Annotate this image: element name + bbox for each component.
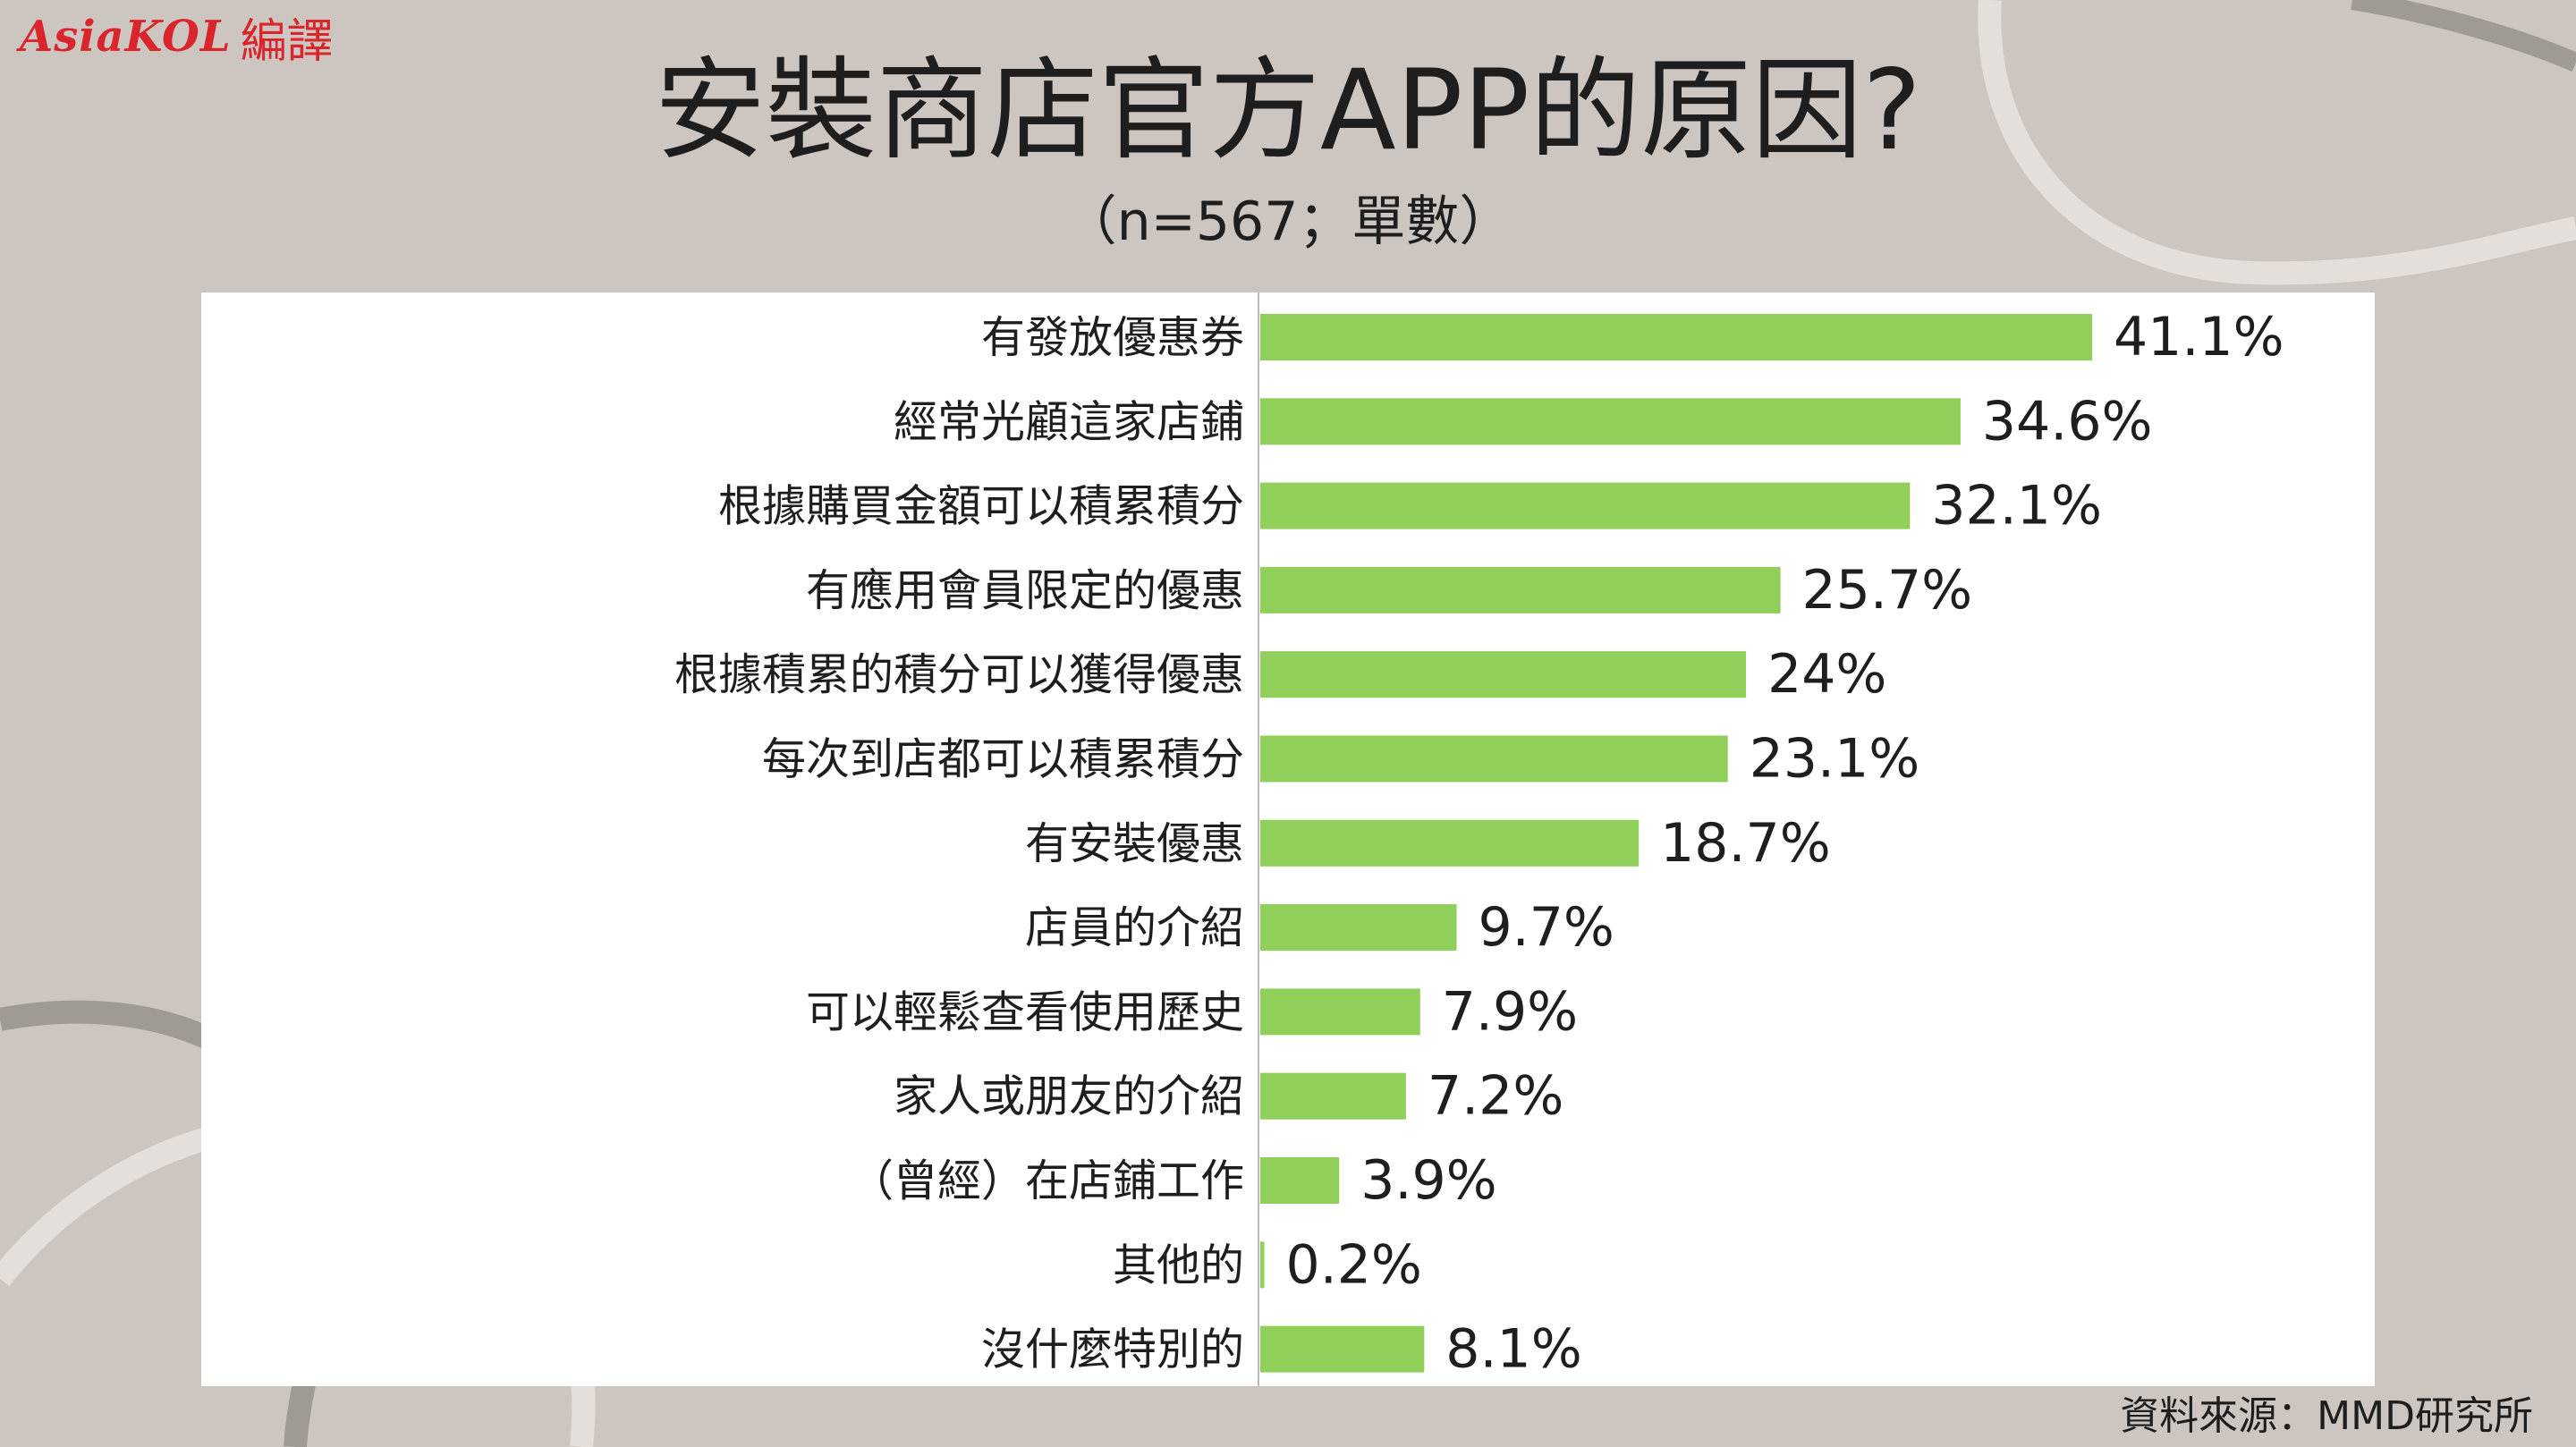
category-label: 家人或朋友的介紹	[894, 1071, 1244, 1122]
category-label: 有應用會員限定的優惠	[806, 565, 1244, 616]
value-label: 32.1%	[1931, 475, 2102, 537]
category-label: 其他的	[1113, 1240, 1244, 1290]
category-label: 根據購買金額可以積累積分	[718, 481, 1244, 532]
value-label: 0.2%	[1286, 1233, 1422, 1296]
bar	[1260, 314, 2092, 360]
category-label: 經常光顧這家店鋪	[894, 396, 1244, 447]
bar	[1260, 1325, 1425, 1373]
value-label: 7.9%	[1442, 980, 1578, 1043]
value-label: 8.1%	[1445, 1318, 1581, 1381]
bar	[1260, 904, 1457, 952]
category-label: 每次到店都可以積累積分	[762, 734, 1244, 785]
value-label: 41.1%	[2114, 306, 2284, 368]
bar	[1260, 1157, 1340, 1204]
value-label: 18.7%	[1660, 812, 1831, 875]
bar	[1260, 988, 1420, 1036]
category-label: 店員的介紹	[1025, 902, 1244, 953]
logo-latin-text: AsiaKOL	[20, 12, 232, 62]
category-label: 可以輕鬆查看使用歷史	[806, 986, 1244, 1037]
bar	[1260, 482, 1911, 529]
category-label: 有安裝優惠	[1025, 818, 1244, 869]
bar	[1260, 735, 1728, 783]
chart-panel: 有發放優惠券 41.1% 經常光顧這家店鋪 34.6% 根據購買金額可以積累積分 32.1…	[201, 292, 2375, 1386]
value-label: 34.6%	[1982, 390, 2153, 453]
asiakol-logo: AsiaKOL 編譯	[20, 5, 334, 69]
source-note: 資料來源：MMD研究所	[2120, 1393, 2533, 1439]
bar	[1260, 566, 1781, 613]
category-label: 有發放優惠券	[981, 312, 1244, 363]
value-label: 3.9%	[1360, 1149, 1496, 1212]
deco-arc-top-right	[1978, 0, 2576, 285]
value-label: 7.2%	[1428, 1065, 1563, 1128]
logo-cjk-text: 編譯	[240, 14, 334, 69]
bar	[1260, 651, 1747, 698]
bar	[1260, 1241, 1265, 1289]
value-label: 25.7%	[1802, 559, 1973, 622]
category-label: 沒什麼特別的	[981, 1324, 1244, 1375]
category-label: （曾經）在店鋪工作	[850, 1155, 1244, 1206]
chart-title: 安裝商店官方APP的原因?	[654, 47, 1922, 175]
chart-subtitle: （n=567；單數）	[1063, 190, 1513, 253]
bar-chart: 有發放優惠券 41.1% 經常光顧這家店鋪 34.6% 根據購買金額可以積累積分 32.1…	[674, 292, 2284, 1386]
deco-arc-top-right-2	[2351, 0, 2576, 72]
value-label: 9.7%	[1478, 896, 1614, 959]
bar	[1260, 1072, 1406, 1120]
value-label: 23.1%	[1750, 728, 1920, 791]
bar	[1260, 819, 1640, 867]
value-label: 24%	[1767, 643, 1886, 706]
bar	[1260, 398, 1961, 445]
category-label: 根據積累的積分可以獲得優惠	[674, 649, 1244, 700]
